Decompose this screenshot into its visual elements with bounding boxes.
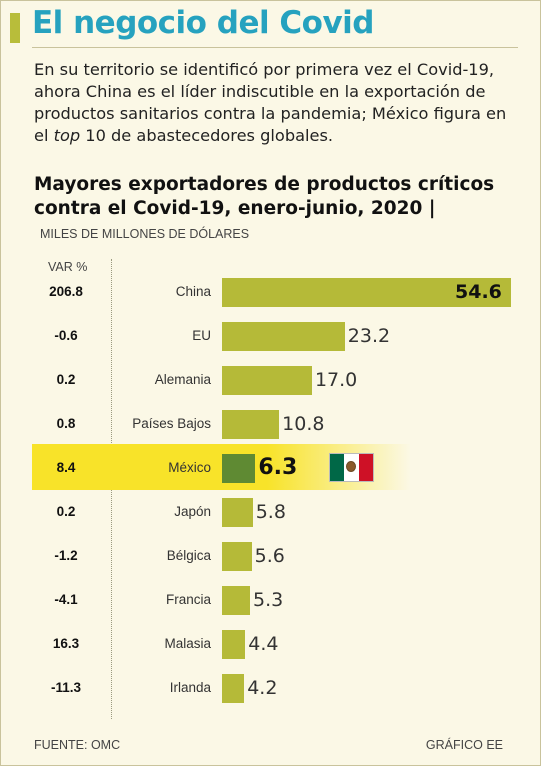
chart-units-label: MILES DE MILLONES DE DÓLARES [40,227,250,241]
var-pct-label: 0.2 [56,371,76,387]
category-label: Japón [174,503,211,519]
category-label: Irlanda [169,679,211,695]
bar [222,542,252,571]
bar [222,366,312,395]
var-pct-label: 0.2 [56,503,76,519]
category-label: Alemania [154,371,211,387]
var-pct-label: 8.4 [56,459,76,475]
flag-red-stripe [358,454,373,481]
title-accent-bar [10,13,20,43]
chart-title: Mayores exportadores de productos crític… [34,174,495,219]
value-label: 6.3 [258,454,298,480]
var-pct-label: 206.8 [49,283,83,299]
bar [222,322,345,351]
value-label: 4.4 [248,632,279,655]
var-pct-label: 0.8 [56,415,76,431]
var-pct-label: -0.6 [54,327,78,343]
intro-paragraph: En su territorio se identificó por prime… [34,59,519,147]
value-label: 4.2 [247,676,278,699]
value-label: 10.8 [282,412,325,435]
value-label: 5.8 [255,500,286,523]
value-label: 5.6 [254,544,285,567]
intro-emphasis: top [53,126,81,145]
category-label: Malasia [164,635,211,651]
bar [222,586,251,615]
bar [222,630,246,659]
flag-green-stripe [330,454,345,481]
var-column-header: VAR % [48,260,88,274]
category-label: Bélgica [166,547,211,563]
value-label: 23.2 [347,324,391,347]
source-note: FUENTE: OMC [34,738,121,752]
category-label: Francia [165,591,211,607]
page-title: El negocio del Covid [32,5,374,41]
title-rule [32,47,518,48]
value-label: 54.6 [455,280,502,303]
bar [222,498,253,527]
category-label: México [168,459,211,475]
var-pct-label: -1.2 [54,547,78,563]
value-label: 5.3 [253,588,284,611]
intro-text-1: En su territorio se identificó por prime… [34,60,507,145]
category-label: EU [192,327,211,343]
category-label: China [175,283,211,299]
bar [222,674,245,703]
flag-emblem-icon [346,461,356,472]
bar [222,454,256,483]
graphic-credit: GRÁFICO EE [425,738,503,752]
category-label: Países Bajos [132,415,211,431]
var-pct-label: -11.3 [50,679,82,695]
var-pct-label: -4.1 [54,591,78,607]
value-label: 17.0 [314,368,358,391]
bar [222,410,280,439]
var-pct-label: 16.3 [52,635,80,651]
intro-text-2: 10 de abastecedores globales. [80,126,334,145]
bar [222,278,511,307]
